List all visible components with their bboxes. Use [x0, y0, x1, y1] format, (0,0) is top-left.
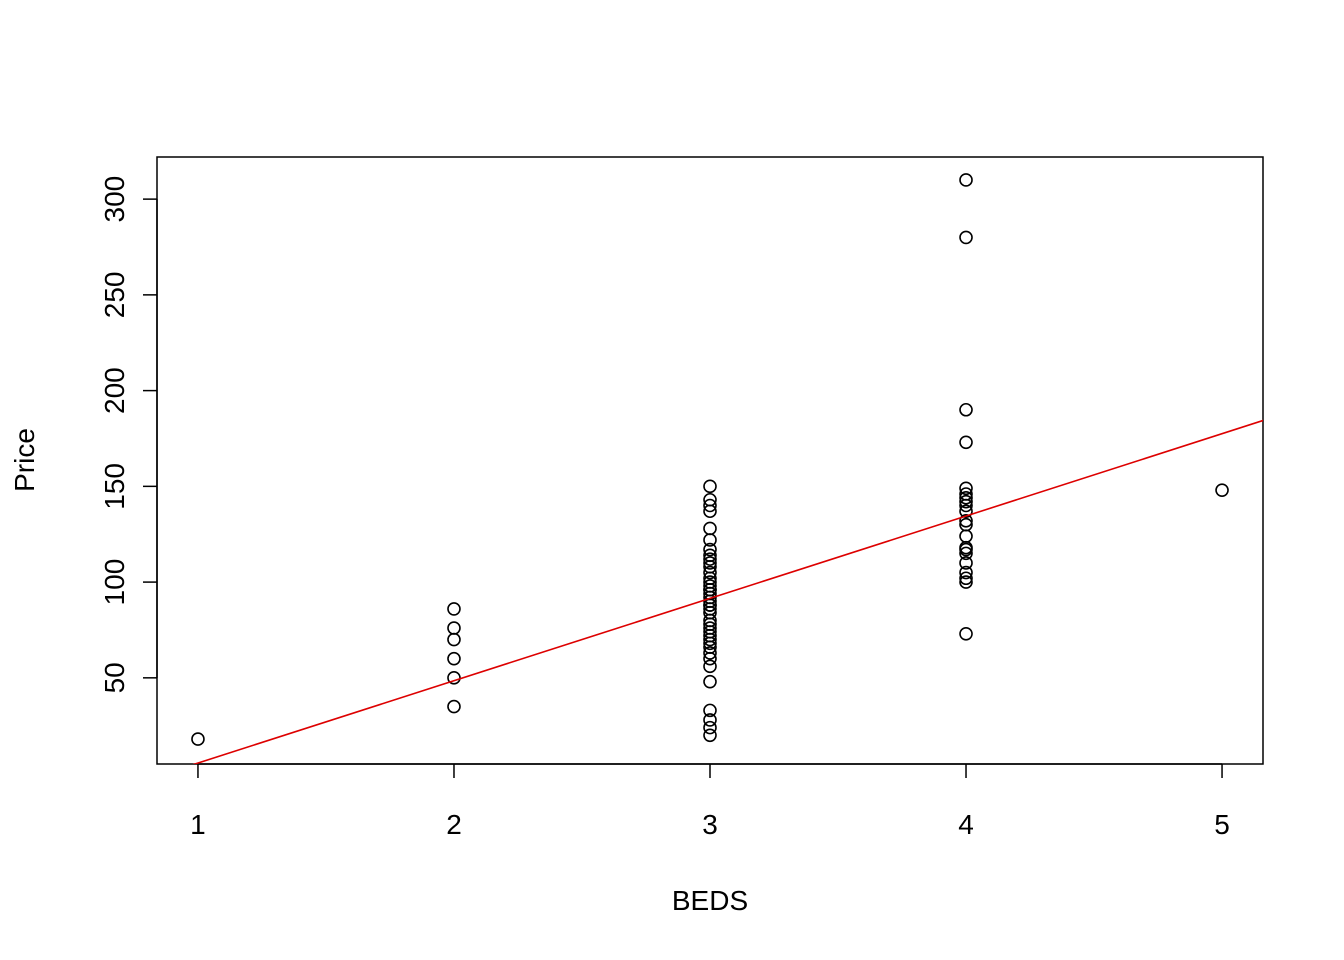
- data-point: [703, 728, 717, 743]
- data-point: [191, 732, 205, 746]
- data-points: [191, 173, 1229, 746]
- data-point: [447, 621, 461, 635]
- y-tick-label: 200: [99, 367, 130, 414]
- data-point: [959, 626, 973, 641]
- data-point: [447, 602, 461, 616]
- data-point: [1215, 483, 1229, 497]
- data-point: [703, 720, 717, 735]
- y-tick-label: 100: [99, 559, 130, 606]
- data-point: [959, 571, 973, 586]
- x-axis-title: BEDS: [672, 885, 748, 916]
- data-point: [447, 699, 461, 714]
- data-point: [703, 479, 717, 494]
- data-point: [959, 556, 973, 570]
- data-point: [703, 703, 717, 718]
- data-point: [703, 552, 717, 566]
- data-point: [959, 498, 973, 513]
- y-tick-label: 150: [99, 463, 130, 510]
- data-point: [959, 504, 973, 519]
- data-point: [959, 565, 973, 580]
- data-point: [447, 671, 461, 685]
- data-point: [959, 491, 973, 505]
- y-axis: 50 100 150 200 250 300: [99, 176, 158, 693]
- data-point: [959, 402, 973, 417]
- data-point: [703, 533, 717, 547]
- data-point: [959, 230, 973, 245]
- y-tick-label: 250: [99, 272, 130, 319]
- data-point: [447, 632, 461, 647]
- data-point: [959, 540, 973, 555]
- data-point: [703, 651, 717, 666]
- fit-line-group: [192, 419, 1263, 764]
- data-point: [447, 651, 461, 666]
- data-point: [959, 435, 973, 450]
- data-point: [703, 565, 717, 580]
- y-axis-title: Price: [9, 428, 40, 492]
- data-point: [703, 646, 717, 660]
- x-tick-label: 3: [702, 809, 718, 840]
- x-tick-label: 2: [446, 809, 462, 840]
- data-point: [703, 504, 717, 519]
- x-axis: 1 2 3 4 5: [190, 763, 1230, 840]
- x-tick-label: 5: [1214, 809, 1230, 840]
- data-point: [959, 481, 973, 496]
- data-point: [703, 632, 717, 647]
- y-tick-label: 50: [99, 662, 130, 693]
- data-point: [703, 713, 717, 727]
- data-point: [703, 674, 717, 689]
- data-point: [703, 636, 717, 651]
- data-point: [959, 494, 973, 509]
- data-point: [959, 575, 973, 589]
- data-point: [703, 521, 717, 536]
- data-point: [703, 498, 717, 513]
- x-tick-label: 4: [958, 809, 974, 840]
- data-point: [703, 582, 717, 597]
- fit-line: [192, 419, 1263, 764]
- data-point: [959, 173, 973, 187]
- data-point: [959, 546, 973, 561]
- data-point: [703, 617, 717, 632]
- data-point: [703, 556, 717, 570]
- x-tick-label: 1: [190, 809, 206, 840]
- y-tick-label: 300: [99, 176, 130, 223]
- data-point: [703, 542, 717, 557]
- data-point: [959, 529, 973, 543]
- data-point: [703, 659, 717, 674]
- data-point: [959, 514, 973, 528]
